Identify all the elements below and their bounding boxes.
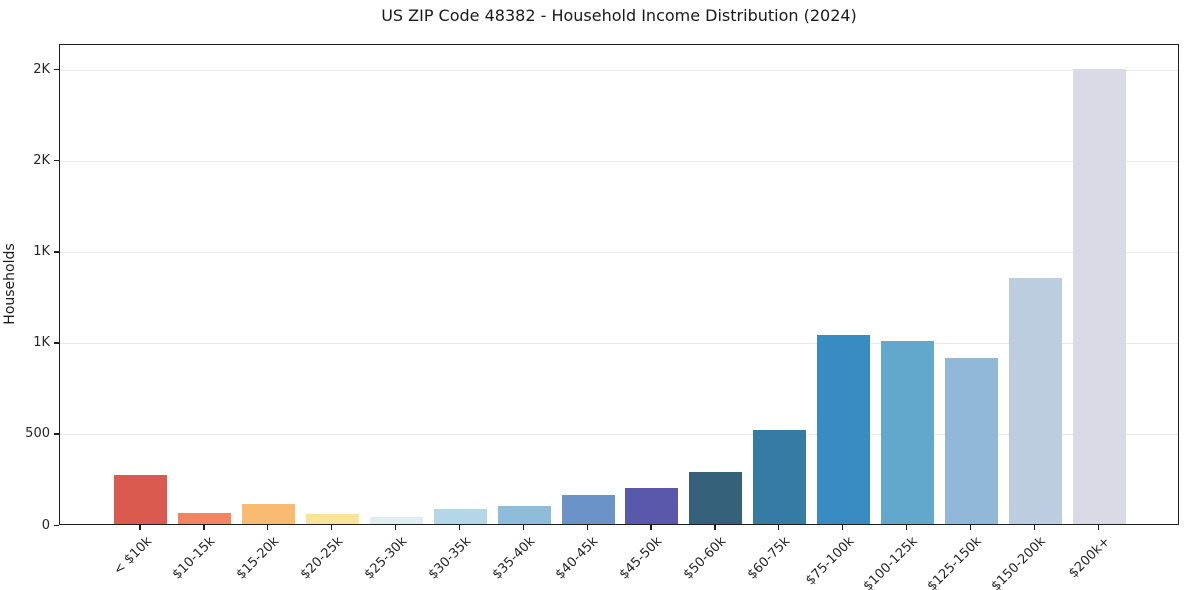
y-axis-label: Households	[2, 243, 18, 325]
gridline	[60, 161, 1178, 163]
x-tick-mark	[331, 525, 333, 530]
plot-area	[59, 44, 1179, 525]
x-tick-mark	[394, 525, 397, 530]
bar-10-15k	[178, 513, 232, 524]
bar-150-200k	[1008, 278, 1062, 524]
x-tick-mark	[650, 525, 652, 530]
bar-15-20k	[242, 503, 296, 524]
bar-25-30k	[369, 516, 423, 524]
x-tick-mark	[522, 525, 524, 530]
bar-125-150k	[944, 358, 998, 524]
y-tick-mark	[54, 342, 59, 344]
x-tick-label: $75-100k	[802, 534, 858, 589]
gridline	[60, 252, 1178, 254]
x-tick-label: $40-45k	[553, 534, 602, 583]
x-tick-mark	[1033, 525, 1035, 530]
x-tick-label: $20-25k	[297, 534, 347, 583]
gridline	[60, 343, 1178, 345]
x-tick-mark	[714, 525, 716, 530]
gridline	[60, 70, 1178, 71]
y-tick-mark	[54, 69, 59, 71]
bar-75-100k	[817, 335, 871, 524]
chart-title: US ZIP Code 48382 - Household Income Dis…	[381, 6, 857, 25]
y-tick-label: 1K	[33, 244, 50, 260]
y-tick-mark	[54, 160, 59, 162]
x-tick-label: $200k+	[1065, 534, 1113, 582]
x-tick-mark	[905, 525, 908, 530]
x-tick-mark	[586, 525, 588, 530]
x-tick-mark	[842, 525, 844, 530]
x-tick-mark	[1097, 525, 1099, 530]
y-tick-label: 2K	[33, 153, 50, 169]
x-tick-label: $30-35k	[425, 534, 474, 583]
x-tick-mark	[778, 525, 780, 530]
x-tick-mark	[969, 525, 972, 530]
x-tick-mark	[458, 525, 461, 530]
y-tick-mark	[54, 251, 59, 253]
y-tick-label: 500	[25, 426, 50, 442]
gridline	[60, 434, 1178, 436]
x-tick-mark	[203, 525, 205, 530]
bar-50-60k	[689, 472, 743, 524]
y-tick-label: 1K	[33, 335, 50, 351]
x-tick-label: $60-75k	[744, 534, 794, 583]
bar-200k	[1072, 68, 1126, 524]
x-tick-label: $100-125k	[860, 534, 922, 590]
bar-100-125k	[880, 340, 934, 524]
x-tick-label: $10-15k	[169, 534, 219, 583]
x-tick-mark	[139, 525, 141, 530]
x-tick-label: $45-50k	[617, 534, 666, 583]
bar-45-50k	[625, 487, 679, 524]
bar-20-25k	[306, 513, 360, 524]
x-tick-label: $150-200k	[988, 534, 1049, 590]
y-tick-label: 0	[41, 517, 50, 533]
bar-40-45k	[561, 494, 615, 524]
bar-60-75k	[753, 430, 807, 524]
x-tick-label: $25-30k	[361, 534, 411, 583]
y-tick-mark	[54, 433, 59, 435]
x-tick-label: $50-60k	[680, 534, 730, 583]
y-tick-label: 2K	[33, 62, 50, 77]
bar-35-40k	[497, 505, 551, 524]
x-tick-label: < $10k	[110, 534, 155, 579]
y-tick-mark	[54, 524, 59, 526]
x-tick-label: $15-20k	[233, 534, 283, 583]
x-tick-mark	[267, 525, 269, 530]
bar-10k	[114, 474, 168, 524]
bar-30-35k	[433, 508, 487, 524]
x-tick-label: $125-150k	[924, 534, 985, 590]
x-tick-label: $35-40k	[489, 534, 538, 583]
